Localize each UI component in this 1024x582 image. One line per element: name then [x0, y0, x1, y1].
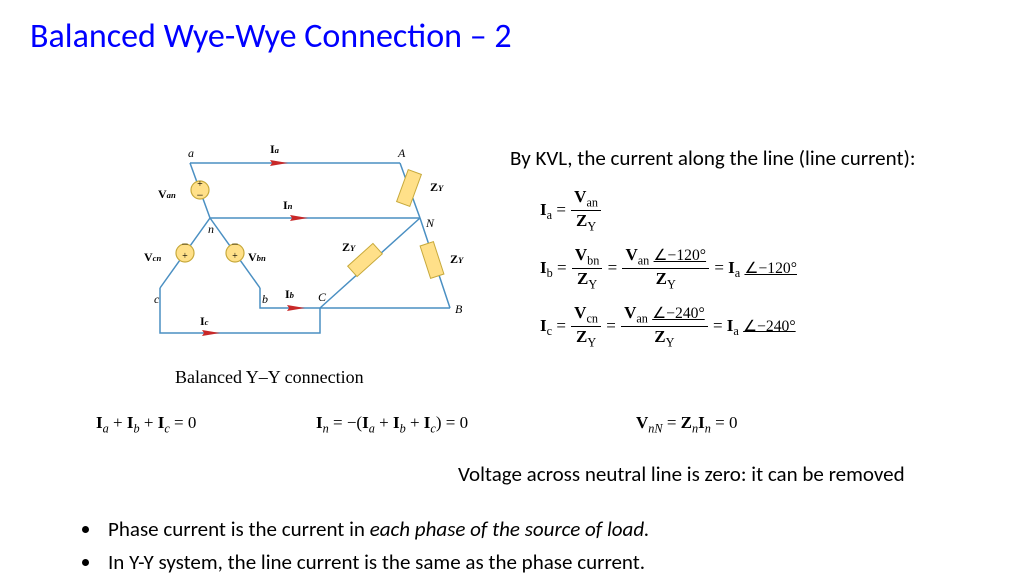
svg-text:Vbn: Vbn	[248, 250, 266, 264]
page-title: Balanced Wye-Wye Connection – 2	[0, 0, 1024, 67]
svg-text:ZY: ZY	[430, 180, 444, 194]
svg-text:n: n	[208, 222, 214, 236]
svg-text:N: N	[425, 216, 435, 230]
svg-text:−: −	[232, 237, 239, 251]
svg-text:a: a	[188, 146, 194, 160]
circuit-diagram: +− +− +− Van Vbn Vcn a n b c	[140, 133, 470, 373]
svg-text:Van: Van	[158, 187, 176, 201]
svg-text:b: b	[262, 292, 268, 306]
bullet-1: Phase current is the current in each pha…	[102, 515, 649, 544]
svg-text:−: −	[182, 237, 189, 251]
svg-text:In: In	[283, 198, 293, 212]
bullet-list: Phase current is the current in each pha…	[76, 515, 649, 582]
eq-neutral-voltage: VnN = ZnIn = 0	[636, 413, 737, 436]
formula-ic: Ic = VcnZY = Van ∠−240°ZY = Ia ∠−240°	[540, 303, 797, 351]
svg-text:Vcn: Vcn	[144, 250, 162, 264]
svg-text:Ic: Ic	[200, 314, 209, 328]
svg-text:+: +	[232, 251, 238, 262]
svg-text:B: B	[455, 302, 463, 316]
formula-block: Ia = VanZY Ib = VbnZY = Van ∠−120°ZY = I…	[540, 177, 797, 360]
kvl-intro-text: By KVL, the current along the line (line…	[510, 145, 915, 171]
formula-ia: Ia = VanZY	[540, 187, 797, 235]
diagram-caption: Balanced Y–Y connection	[175, 367, 364, 388]
svg-text:ZY: ZY	[342, 240, 356, 254]
svg-text:−: −	[197, 188, 204, 202]
eq-sum-zero: Ia + Ib + Ic = 0	[96, 413, 196, 436]
svg-text:c: c	[154, 292, 160, 306]
svg-text:Ia: Ia	[270, 142, 280, 156]
svg-text:+: +	[182, 251, 188, 262]
neutral-voltage-note: Voltage across neutral line is zero: it …	[458, 461, 905, 487]
svg-text:ZY: ZY	[450, 252, 464, 266]
eq-neutral-current: In = −(Ia + Ib + Ic) = 0	[316, 413, 468, 436]
svg-text:C: C	[318, 290, 327, 304]
svg-text:A: A	[397, 146, 406, 160]
bullet-2: In Y-Y system, the line current is the s…	[102, 548, 649, 577]
svg-text:Ib: Ib	[285, 287, 295, 301]
formula-ib: Ib = VbnZY = Van ∠−120°ZY = Ia ∠−120°	[540, 245, 797, 293]
